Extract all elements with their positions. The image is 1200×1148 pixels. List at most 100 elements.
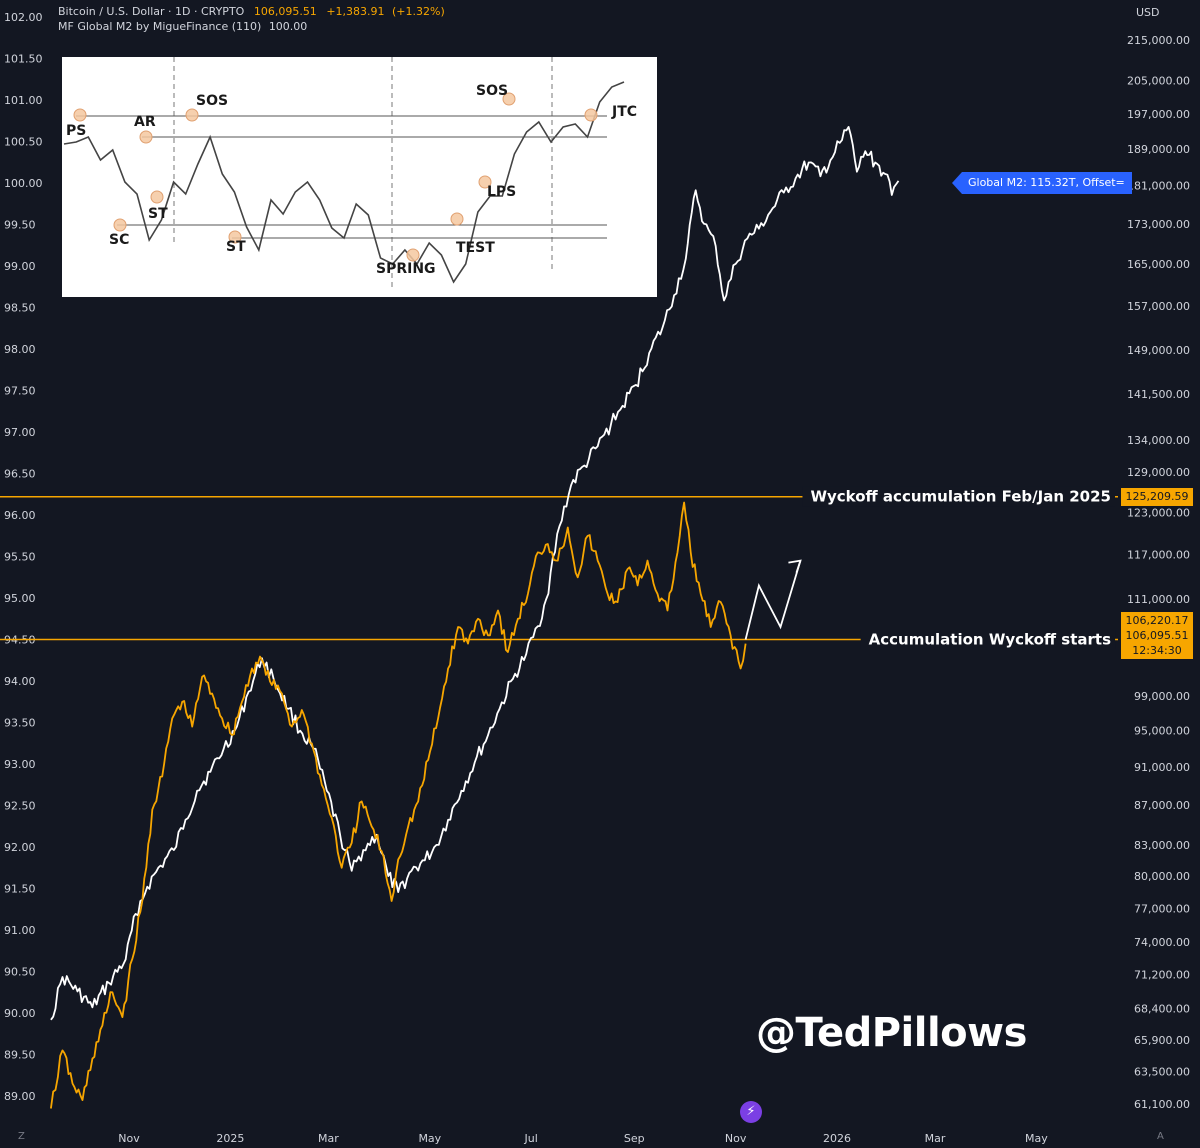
marker-spring [406, 248, 420, 262]
label-sos1: SOS [196, 93, 229, 109]
accum-level-value: 106,220.17 [1125, 614, 1189, 627]
right-tick-label: 65,900.00 [1134, 1034, 1190, 1047]
left-tick-label: 94.00 [4, 675, 36, 688]
left-tick-label: 96.50 [4, 468, 36, 481]
left-tick-label: 98.00 [4, 343, 36, 356]
left-tick-label: 101.50 [4, 53, 43, 66]
marker-sos1 [185, 108, 199, 122]
right-tick-label: 134,000.00 [1127, 434, 1190, 447]
left-tick-label: 101.00 [4, 94, 43, 107]
right-tick-label: 157,000.00 [1127, 300, 1190, 313]
label-ps: PS [66, 123, 87, 139]
marker-jtc [584, 108, 598, 122]
marker-st1 [150, 190, 164, 204]
projection-arrow [744, 559, 802, 640]
last-price-value: 106,095.51 [1125, 629, 1189, 642]
schematic-price-path [63, 81, 625, 284]
left-tick-label: 95.00 [4, 592, 36, 605]
time-tick-label: Jul [524, 1132, 538, 1145]
horizontal-levels: Wyckoff accumulation Feb/Jan 2025 Accumul… [0, 486, 1118, 650]
left-tick-label: 100.00 [4, 177, 43, 190]
symbol-line[interactable]: Bitcoin / U.S. Dollar · 1D · CRYPTO 106,… [58, 4, 445, 19]
chart-header: Bitcoin / U.S. Dollar · 1D · CRYPTO 106,… [58, 4, 445, 34]
timezone-icon[interactable]: Z [18, 1131, 25, 1142]
label-st1: ST [148, 206, 168, 222]
wyckoff-schematic [63, 57, 625, 287]
lightning-icon[interactable]: ⚡ [740, 1101, 762, 1123]
marker-lps [478, 175, 492, 189]
label-lps: LPS [487, 184, 517, 200]
left-tick-label: 100.50 [4, 136, 43, 149]
right-tick-label: 68,400.00 [1134, 1003, 1190, 1016]
right-tick-label: 83,000.00 [1134, 839, 1190, 852]
right-tick-label: 99,000.00 [1134, 690, 1190, 703]
level-label: Accumulation Wyckoff starts [869, 631, 1111, 649]
left-tick-label: 89.50 [4, 1049, 36, 1062]
left-tick-label: 97.00 [4, 426, 36, 439]
right-tick-label: 87,000.00 [1134, 799, 1190, 812]
time-tick-label: 2025 [216, 1132, 244, 1145]
right-tick-label: 91,000.00 [1134, 761, 1190, 774]
currency-button[interactable]: USD [1130, 4, 1196, 22]
projection-path [744, 560, 802, 640]
time-tick-label: 2026 [823, 1132, 851, 1145]
indicator-line[interactable]: MF Global M2 by MigueFinance (110) 100.0… [58, 19, 445, 34]
marker-sc [113, 218, 127, 232]
label-st2: ST [226, 239, 246, 255]
time-tick-label: Mar [318, 1132, 339, 1145]
left-tick-label: 91.00 [4, 924, 36, 937]
symbol-title: Bitcoin / U.S. Dollar · 1D · CRYPTO [58, 5, 245, 18]
left-tick-label: 99.00 [4, 260, 36, 273]
right-tick-label: 74,000.00 [1134, 936, 1190, 949]
btc-price-line [50, 126, 900, 1021]
marker-test [450, 212, 464, 226]
indicator-title: MF Global M2 by MigueFinance (110) [58, 20, 262, 33]
author-watermark: @TedPillows [756, 1010, 1027, 1056]
left-tick-label: 96.00 [4, 509, 36, 522]
wyckoff-schematic-inset: PS SC AR ST SOS ST SPRING TEST LPS SOS J… [62, 57, 657, 297]
label-sc: SC [109, 232, 130, 248]
last-price: 106,095.51 [253, 5, 317, 18]
label-sos2: SOS [476, 83, 509, 99]
time-tick-label: May [1025, 1132, 1048, 1145]
right-tick-label: 165,000.00 [1127, 258, 1190, 271]
right-tick-label: 215,000.00 [1127, 34, 1190, 47]
marker-st2 [228, 230, 242, 244]
series-layer [50, 126, 900, 1109]
label-jtc: JTC [612, 104, 638, 120]
right-tick-label: 189,000.00 [1127, 143, 1190, 156]
label-test: TEST [456, 240, 495, 256]
right-tick-label: 205,000.00 [1127, 74, 1190, 87]
left-tick-label: 89.00 [4, 1090, 36, 1103]
right-tick-label: 117,000.00 [1127, 549, 1190, 562]
last-price-tag: 106,220.17 106,095.51 12:34:30 [1121, 612, 1193, 659]
time-axis: Nov 2025 Mar May Jul Sep Nov 2026 Mar May [118, 1132, 1048, 1145]
level-label-backdrop [802, 486, 1115, 507]
left-tick-label: 95.50 [4, 551, 36, 564]
right-tick-label: 181,000.00 [1127, 180, 1190, 193]
indicator-value: 100.00 [268, 20, 308, 33]
time-tick-label: Mar [925, 1132, 946, 1145]
left-tick-label: 98.50 [4, 302, 36, 315]
bar-countdown: 12:34:30 [1132, 644, 1182, 657]
time-tick-label: May [418, 1132, 441, 1145]
marker-ar [139, 130, 153, 144]
global-m2-line [50, 501, 747, 1109]
right-tick-label: 173,000.00 [1127, 218, 1190, 231]
global-m2-tag[interactable]: Global M2: 115.32T, Offset= [952, 172, 1132, 194]
left-tick-label: 102.00 [4, 11, 43, 24]
label-spring: SPRING [376, 261, 436, 277]
left-tick-label: 97.50 [4, 385, 36, 398]
time-tick-label: Nov [725, 1132, 747, 1145]
right-tick-label: 80,000.00 [1134, 870, 1190, 883]
right-tick-label: 63,500.00 [1134, 1065, 1190, 1078]
marker-ps [73, 108, 87, 122]
right-tick-label: 149,000.00 [1127, 344, 1190, 357]
label-ar: AR [134, 114, 156, 130]
left-tick-label: 92.00 [4, 841, 36, 854]
price-change: +1,383.91 [326, 5, 385, 18]
right-tick-label: 77,000.00 [1134, 902, 1190, 915]
projection-arrowhead [788, 559, 802, 573]
marker-sos2 [502, 92, 516, 106]
auto-scale-icon[interactable]: A [1157, 1131, 1164, 1142]
